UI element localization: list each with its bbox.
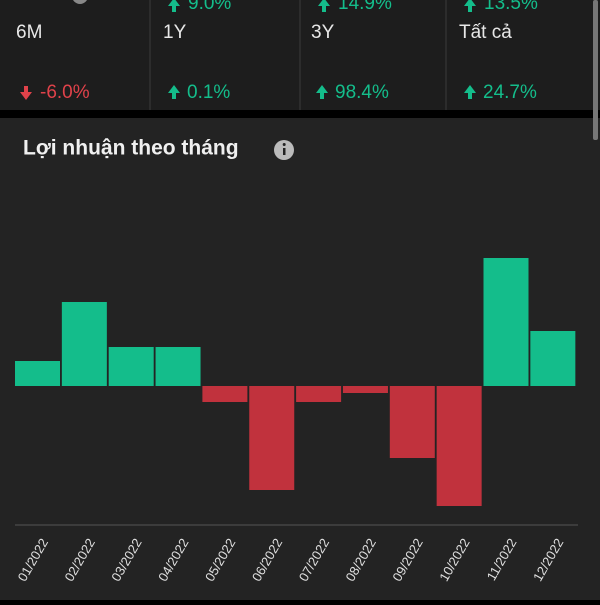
top-value: 14.9% [338,0,392,14]
bar [342,386,388,393]
bar [530,331,576,386]
bar [296,386,342,402]
period-label: 3Y [311,22,335,43]
bar [249,386,295,490]
period-value: 98.4% [335,82,389,103]
period-label: 1Y [163,22,187,43]
info-icon [73,0,87,4]
chart-title: Lợi nhuận theo tháng [23,137,239,160]
info-icon[interactable] [274,140,294,160]
period-value: 0.1% [187,82,230,103]
bar [202,386,248,402]
top-value: 9.0% [188,0,231,14]
bar [483,258,529,386]
top-arrows [168,0,476,12]
period-value: 24.7% [483,82,537,103]
period-label: Tất cả [459,22,512,43]
bar [436,386,482,506]
bar [61,302,107,386]
period-value: -6.0% [40,82,90,103]
down-arrow [20,86,32,100]
bar [108,347,154,386]
bar [389,386,435,458]
bar [155,347,201,386]
scrollbar [593,0,598,140]
bar [15,361,60,386]
up-arrows [168,85,476,99]
top-value: 13.5% [484,0,538,14]
period-label: 6M [16,22,42,43]
